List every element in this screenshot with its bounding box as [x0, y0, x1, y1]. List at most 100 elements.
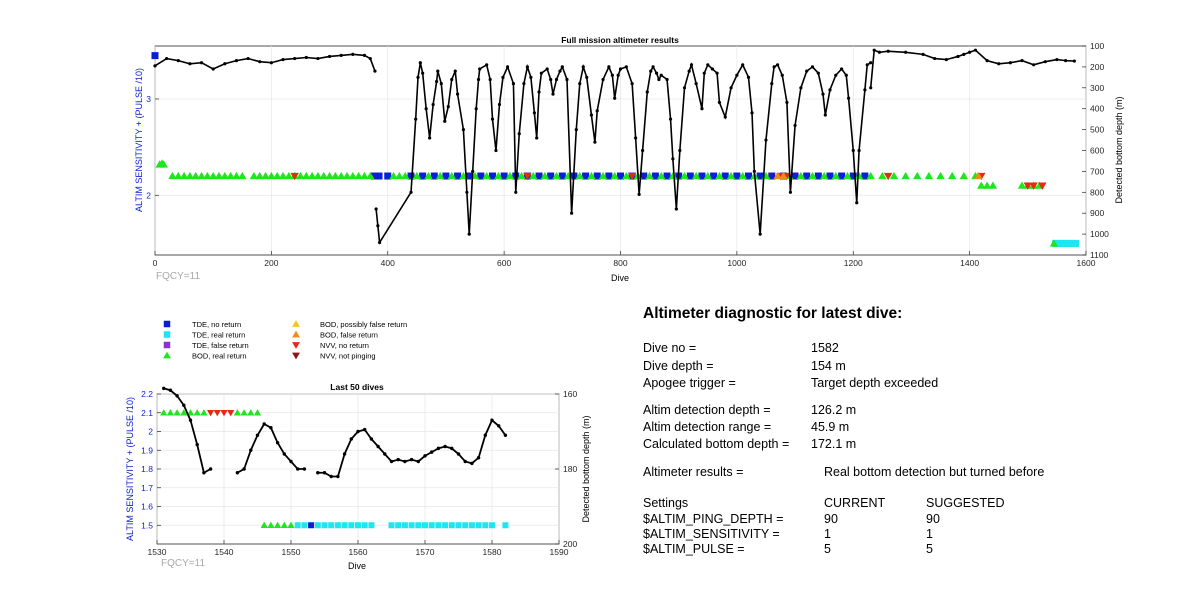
depth-point: [490, 418, 494, 422]
legend-marker-tde-false-return: [163, 341, 171, 349]
bod-real-return-marker: [540, 171, 550, 180]
tde-no-return-marker: [308, 522, 315, 529]
nvv-no-return-marker: [220, 410, 228, 417]
depth-point: [199, 61, 204, 65]
tde-real-return-marker: [448, 522, 455, 529]
bod-real-return-marker: [255, 171, 264, 180]
diag-value: 126.2 m: [811, 403, 857, 417]
tde-real-return-marker: [321, 522, 328, 529]
legend-label: TDE, false return: [192, 341, 249, 350]
bod-false-return-marker: [773, 171, 782, 180]
y-right-tick-label: 900: [1090, 208, 1104, 218]
bod-real-return-marker: [203, 171, 212, 180]
depth-point: [514, 190, 518, 194]
depth-point: [1055, 57, 1059, 62]
depth-point: [535, 136, 539, 140]
diag-label: Dive depth =: [643, 359, 714, 373]
setting-suggested: 5: [926, 542, 933, 556]
bod-real-return-marker: [232, 171, 241, 180]
legend-label: BOD, possibly false return: [320, 320, 407, 329]
depth-point: [694, 82, 698, 86]
tde-no-return-marker: [640, 172, 648, 180]
depth-point: [997, 62, 1001, 66]
bod-real-return-marker: [389, 171, 398, 180]
depth-point: [741, 63, 745, 67]
depth-point: [678, 148, 682, 153]
legend-marker-tde-real-return: [163, 331, 171, 338]
bod-real-return-marker: [412, 171, 422, 180]
bod-real-return-marker: [247, 409, 255, 416]
diag-value: 154 m: [811, 359, 846, 373]
tde-real-return-marker: [348, 522, 355, 529]
depth-point: [195, 442, 199, 447]
depth-point: [869, 86, 873, 90]
y-left-tick-label: 2.2: [141, 389, 153, 399]
depth-point: [470, 461, 474, 466]
depth-point: [1072, 59, 1076, 63]
depth-point: [689, 63, 694, 67]
depth-point: [962, 52, 966, 56]
y-left-tick-label: 1.7: [141, 483, 153, 493]
tde-no-return-marker: [375, 172, 383, 180]
nvv-no-return-marker: [1023, 182, 1033, 190]
bod-real-return-marker: [482, 171, 491, 180]
depth-point: [637, 192, 641, 196]
bod-real-return-marker: [287, 521, 295, 528]
depth-point: [478, 67, 482, 71]
bod-real-return-marker: [366, 171, 375, 180]
depth-point: [223, 62, 227, 66]
tde-no-return-marker: [488, 172, 496, 180]
legend-label: BOD, false return: [320, 331, 378, 340]
depth-point: [865, 63, 869, 67]
tde-real-return-marker: [442, 522, 449, 529]
tde-no-return-marker: [651, 172, 659, 180]
depth-point: [933, 56, 937, 61]
depth-point: [641, 148, 645, 153]
depth-point: [368, 56, 372, 61]
bod-real-return-marker: [319, 171, 328, 180]
depth-point: [424, 107, 428, 111]
depth-point: [471, 169, 475, 173]
depth-point: [242, 467, 246, 471]
bod-real-return-marker: [261, 171, 270, 180]
depth-point: [456, 452, 461, 456]
y-left-tick-label: 2: [146, 190, 151, 200]
x-tick-label: 1580: [483, 547, 502, 557]
depth-point: [956, 54, 960, 59]
bod-real-return-marker: [179, 171, 189, 180]
bod-real-return-marker: [348, 171, 358, 180]
depth-point: [517, 132, 521, 136]
depth-point: [450, 446, 454, 451]
depth-point: [416, 459, 420, 464]
bottom-chart-title: Last 50 dives: [330, 382, 384, 392]
depth-point: [262, 422, 266, 426]
tde-real-return-marker: [482, 522, 489, 529]
bod-real-return-marker: [657, 171, 666, 180]
depth-point: [973, 48, 978, 52]
x-tick-label: 1560: [349, 547, 368, 557]
depth-point: [302, 467, 307, 471]
depth-point: [435, 79, 439, 84]
tde-real-return-marker: [435, 522, 442, 529]
x-tick-label: 200: [264, 258, 278, 268]
tde-real-return-marker: [408, 522, 415, 529]
bod-real-return-marker: [435, 171, 445, 180]
bod-false-return-marker: [779, 171, 788, 180]
y-right-tick-label: 1100: [1090, 250, 1109, 260]
depth-point: [443, 119, 447, 123]
depth-point: [1020, 59, 1024, 63]
depth-point: [659, 73, 663, 77]
legend-marker-bod-false-return: [292, 330, 300, 338]
tde-no-return-marker: [419, 172, 427, 180]
y-right-tick-label: 200: [563, 539, 577, 549]
depth-point: [175, 394, 179, 398]
depth-point: [671, 157, 675, 161]
bod-real-return-marker: [668, 171, 678, 180]
depth-point: [296, 467, 300, 471]
depth-point: [289, 459, 293, 464]
nvv-no-return-marker: [290, 172, 299, 181]
legend-marker-nvv-not-pinging: [292, 352, 300, 360]
tde-no-return-marker: [756, 172, 764, 180]
legend-label: NVV, not pinging: [320, 352, 376, 361]
diagnostic-panel: Altimeter diagnostic for latest dive: Di…: [643, 305, 1183, 605]
